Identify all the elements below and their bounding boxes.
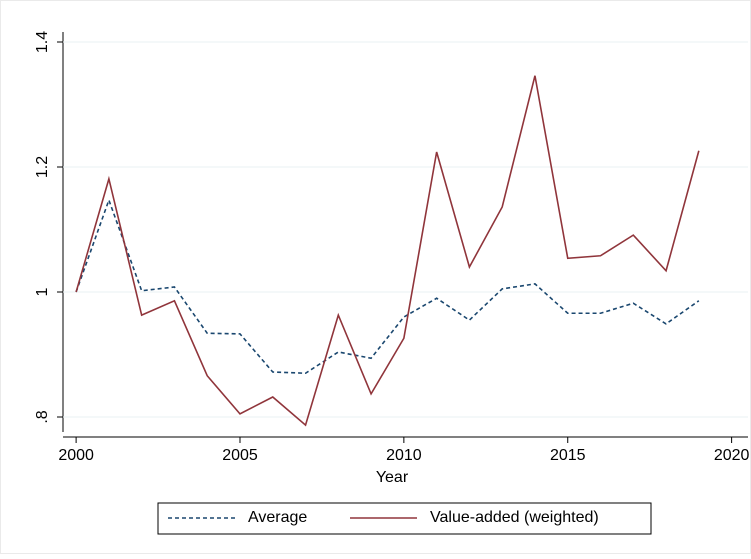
x-tick-label: 2010 <box>386 447 422 464</box>
series-line <box>75 75 700 427</box>
series-line <box>75 197 700 375</box>
y-tick-label: 1.4 <box>34 31 51 53</box>
x-tick-label: 2015 <box>550 447 586 464</box>
x-tick-label: 2005 <box>222 447 258 464</box>
legend-label: Value-added (weighted) <box>430 509 599 526</box>
y-tick-label: 1 <box>34 287 51 296</box>
x-tick-label: 2020 <box>714 447 750 464</box>
legend-label: Average <box>248 509 307 526</box>
y-tick-label: .8 <box>34 410 51 423</box>
y-tick-label: 1.2 <box>34 156 51 178</box>
x-tick-label: 2000 <box>58 447 94 464</box>
x-axis-label: Year <box>376 469 409 486</box>
